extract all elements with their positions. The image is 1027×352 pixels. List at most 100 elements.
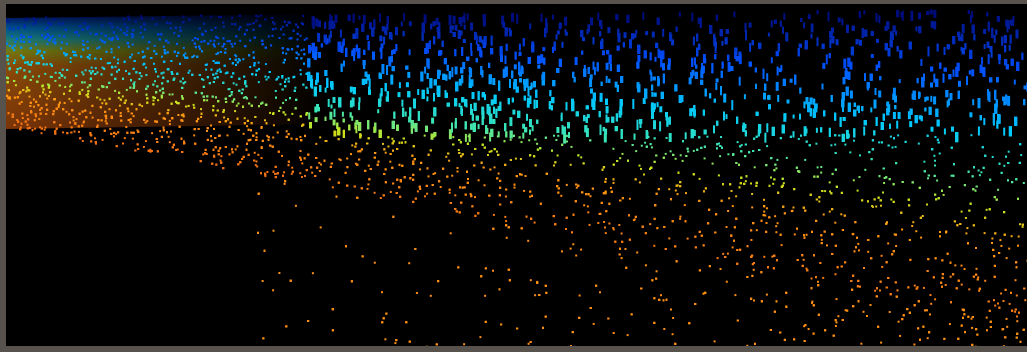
point [763,211,765,213]
point [515,158,517,160]
point [969,112,972,117]
point [731,100,733,110]
point [478,179,480,181]
point [200,108,202,110]
point [964,268,966,270]
point [750,239,752,241]
point [1014,80,1016,85]
point [272,289,274,291]
point [857,190,859,192]
point [828,12,830,22]
point [455,25,458,31]
point [563,134,566,144]
point [898,112,901,119]
point [777,95,779,102]
point [863,267,865,269]
point [1009,303,1011,305]
point [727,210,729,212]
point [256,136,258,138]
point [489,151,491,153]
point [918,12,921,19]
point [157,99,159,101]
point [606,63,609,70]
point [913,344,915,346]
point [390,191,392,193]
point [454,194,456,196]
point [464,25,466,30]
point [479,336,481,338]
point [534,294,536,296]
point [1003,345,1005,346]
point [44,73,46,75]
point [94,137,96,139]
point [299,136,301,138]
point [1023,182,1025,184]
point [29,96,31,98]
point [45,16,47,18]
point [927,177,929,179]
point [33,106,35,108]
point [285,99,287,101]
point [927,337,929,339]
point [125,70,127,72]
point [565,29,567,33]
point [670,150,672,152]
point [273,230,275,232]
point [1007,96,1010,106]
point [62,69,64,71]
point [672,317,674,319]
point [715,83,717,90]
point [850,91,853,99]
point [505,220,507,222]
point [528,139,530,141]
point [668,58,671,65]
point [619,157,621,159]
point [817,166,819,168]
point [1022,226,1024,228]
point [90,32,92,34]
point [878,141,880,143]
point [744,94,746,99]
point [562,42,564,48]
point [685,192,687,194]
point [677,193,679,195]
point [140,15,142,17]
point [944,129,946,135]
point [899,79,901,83]
point [213,40,215,42]
point [1024,85,1027,89]
point [15,84,17,86]
point [882,192,884,194]
point [22,117,24,119]
point [1000,293,1002,295]
point [189,70,191,72]
point [246,125,248,127]
point [834,144,836,146]
point [645,264,647,266]
point [141,105,143,107]
point [571,146,573,148]
point [527,98,530,108]
point [223,117,225,119]
point [880,342,882,344]
point [1019,223,1021,225]
point [264,119,266,121]
point [580,156,582,158]
point [262,280,264,282]
point [73,116,75,118]
point [534,222,536,224]
point [605,232,607,234]
point [235,148,237,150]
point [301,49,303,51]
point [265,63,267,65]
point [102,139,104,141]
point [231,17,233,19]
point [59,35,61,37]
point [358,102,360,110]
point [679,216,681,218]
point [333,97,336,103]
point [193,104,195,106]
point [666,137,668,139]
point [783,114,786,122]
point [822,277,824,279]
